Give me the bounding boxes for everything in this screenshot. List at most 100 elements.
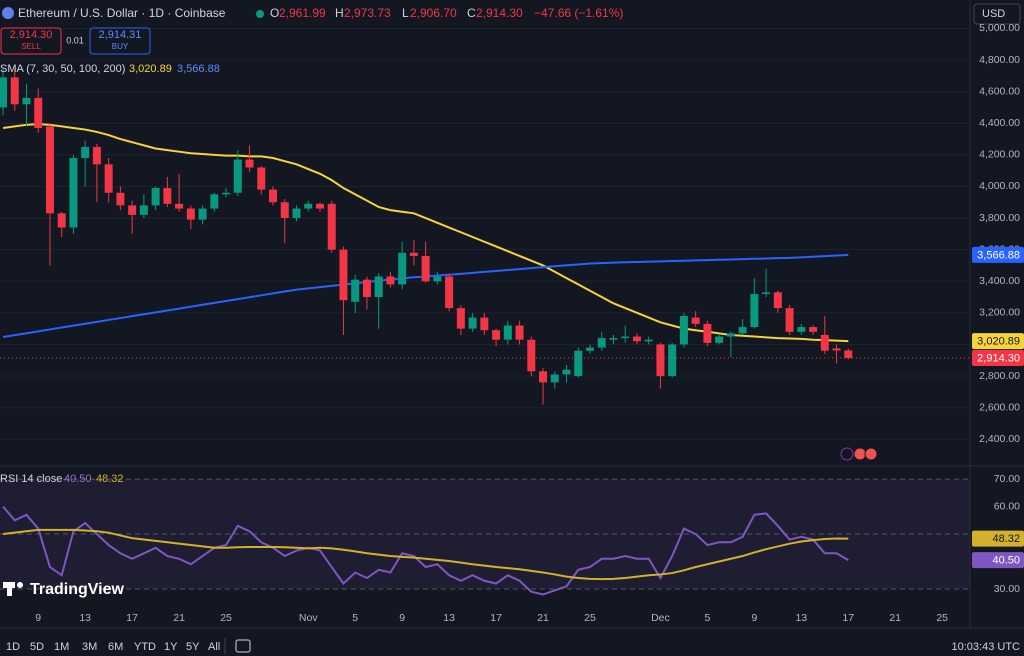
candle-body (691, 317, 700, 324)
logo-mark (17, 582, 23, 588)
range-button[interactable]: 5Y (186, 641, 200, 653)
x-tick-label: 21 (537, 612, 549, 624)
sma-legend-value: 3,020.89 (129, 63, 172, 75)
y-tick-label: 70.00 (994, 473, 1020, 485)
candle-body (715, 336, 724, 343)
range-button[interactable]: 1M (54, 641, 69, 653)
candle-body (586, 347, 594, 351)
candle-body (315, 203, 324, 209)
candle-body (539, 371, 548, 383)
candle-body (269, 189, 278, 203)
range-button[interactable]: YTD (134, 641, 156, 653)
x-tick-label: 9 (399, 612, 405, 624)
eth-icon (2, 7, 14, 19)
y-tick-label: 2,400.00 (979, 433, 1020, 445)
x-tick-label: 5 (352, 612, 358, 624)
candle-body (116, 192, 125, 206)
candle-body (480, 317, 489, 331)
candle-body (820, 334, 829, 351)
sma-legend-value: 3,566.88 (177, 63, 220, 75)
compare-icon[interactable] (235, 639, 251, 653)
candle-body (163, 188, 172, 204)
candle-body (198, 208, 207, 220)
candle-body (22, 97, 31, 105)
candle-body (81, 146, 90, 159)
candle-body (0, 77, 7, 108)
y-tick-label: 4,800.00 (979, 54, 1020, 66)
range-button[interactable]: 3M (82, 641, 97, 653)
candle-body (785, 308, 794, 332)
candle-body (527, 339, 536, 372)
y-tick-label: 30.00 (994, 583, 1020, 595)
ohlc-value: 2,914.30 (476, 6, 523, 20)
x-tick-label: 13 (79, 612, 91, 624)
ohlc-key: O (270, 6, 279, 20)
ohlc-value: 2,961.99 (279, 6, 326, 20)
candle-body (210, 194, 219, 209)
buy-button[interactable]: 2,914.31 BUY (89, 27, 151, 55)
candle-body (456, 308, 465, 329)
indicator-line (2, 505, 849, 596)
buy-box (89, 27, 151, 55)
x-tick-label: 25 (220, 612, 232, 624)
x-tick-label: 17 (490, 612, 502, 624)
candle-body (45, 126, 54, 214)
candle-body (327, 203, 336, 250)
candle-body (386, 276, 395, 285)
range-button[interactable]: 1D (6, 641, 20, 653)
price-badge (972, 530, 1024, 547)
range-button[interactable]: All (208, 641, 220, 653)
buy-label: BUY (112, 42, 129, 51)
candle-body (57, 213, 66, 228)
x-tick-label: 9 (751, 612, 757, 624)
candle-body (762, 292, 771, 294)
range-button[interactable]: 5D (30, 641, 44, 653)
clock: 10:03:43 UTC (952, 641, 1021, 653)
candle-body (233, 159, 242, 193)
candle-body (151, 188, 160, 206)
candle-body (609, 338, 618, 340)
rsi-band (0, 479, 970, 590)
candle-body (773, 292, 782, 309)
candle-body (362, 279, 371, 298)
candle-body (679, 316, 688, 345)
change: −47.66 (−1.61%) (534, 6, 623, 20)
event-icon[interactable] (840, 447, 854, 461)
candle-body (621, 336, 630, 339)
candle-body (809, 327, 818, 332)
candle-body (703, 323, 712, 343)
sell-button[interactable]: 2,914.30 SELL (0, 27, 62, 55)
price-badge (972, 246, 1024, 263)
x-tick-label: 5 (704, 612, 710, 624)
candle-body (222, 192, 231, 195)
y-tick-label: 2,600.00 (979, 401, 1020, 413)
y-tick-label: 3,800.00 (979, 212, 1020, 224)
x-tick-label: 25 (584, 612, 596, 624)
price-badge (972, 333, 1024, 350)
logo-text: TradingView (30, 581, 125, 598)
y-tick-label: 4,600.00 (979, 85, 1020, 97)
range-button[interactable]: 6M (108, 641, 123, 653)
candle-body (374, 276, 383, 298)
price-badge (972, 349, 1024, 366)
range-button[interactable]: 1Y (164, 641, 178, 653)
currency: USD (982, 8, 1005, 20)
candle-body (574, 350, 583, 377)
candle-body (421, 255, 430, 282)
candle-body (797, 327, 806, 332)
candle-body (257, 167, 266, 190)
price-badge-label: 3,020.89 (977, 336, 1020, 348)
event-icon[interactable] (864, 447, 878, 461)
currency-button[interactable]: USD (973, 3, 1021, 25)
candle-body (750, 293, 759, 328)
candle-body (409, 252, 418, 256)
event-icon[interactable] (853, 447, 867, 461)
indicator-line (2, 528, 849, 581)
candle-body (468, 317, 477, 329)
sell-label: SELL (21, 42, 41, 51)
candle-body (304, 203, 313, 209)
x-tick-label: 25 (936, 612, 948, 624)
